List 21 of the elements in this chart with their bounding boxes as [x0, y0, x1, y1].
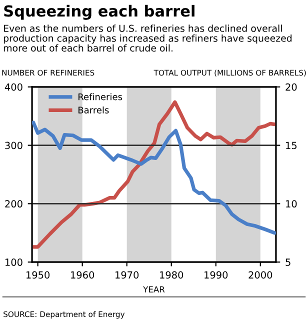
x-tick-label: 1980	[160, 271, 184, 279]
y-tick-label: 100	[6, 258, 22, 266]
y2-tick-label: 20	[286, 83, 297, 91]
chart-title: Squeezing each barrel	[4, 4, 194, 20]
y-tick-label: 200	[5, 200, 22, 208]
line-series	[32, 120, 276, 235]
legend-label: Barrels	[78, 106, 109, 114]
legend-label: Refineries	[78, 93, 122, 100]
x-tick-label: 1960	[71, 271, 94, 279]
x-tick-label: 1950	[26, 271, 50, 279]
chart-subtitle: Even as the numbers of U.S. refineries has declined overall production capacity has increased as refiners have squeezed more out of each barrel of crude oil.	[4, 24, 292, 52]
y2-tick-label: 10	[286, 200, 297, 208]
x-tick-label: 1990	[204, 271, 228, 279]
y2-tick-label: 5	[286, 258, 290, 266]
line-series	[32, 100, 276, 249]
y-tick-label: 400	[4, 83, 22, 91]
x-tick-label: 1970	[116, 271, 139, 279]
y2-tick-label: 15	[286, 142, 297, 150]
x-axis-title: YEAR	[143, 286, 165, 292]
y-tick-label: 300	[5, 142, 22, 150]
x-tick-label: 2000	[248, 271, 272, 279]
